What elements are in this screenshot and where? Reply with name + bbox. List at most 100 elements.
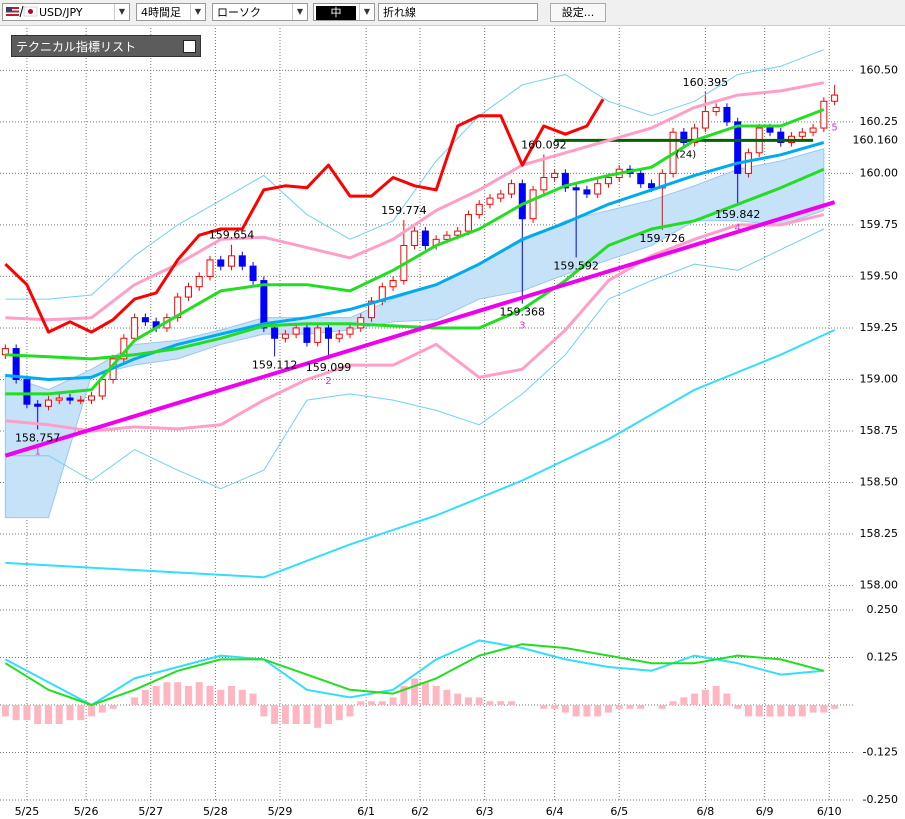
- high-label: 159.774: [381, 204, 427, 217]
- indicator-line: [5, 81, 825, 322]
- histogram-bar: [195, 682, 203, 705]
- histogram-bar: [540, 705, 548, 709]
- settings-button[interactable]: 設定...: [550, 3, 606, 22]
- wave-label: 3: [519, 321, 525, 332]
- candle-body: [335, 333, 343, 339]
- histogram-bar: [249, 693, 257, 705]
- histogram-bar: [432, 686, 440, 705]
- x-tick-label: 6/1: [357, 805, 375, 818]
- low-label: 158.757: [15, 432, 61, 445]
- histogram-bar: [77, 705, 85, 721]
- indicator-panel[interactable]: テクニカル指標リスト: [11, 35, 201, 57]
- timeframe-select[interactable]: 4時間足 ▼: [136, 3, 206, 21]
- symbol-select[interactable]: USD/JPY ▼: [2, 3, 130, 21]
- candle-body: [1, 348, 9, 356]
- line-type-field[interactable]: 折れ線: [378, 3, 538, 21]
- histogram-bar: [238, 689, 246, 705]
- x-tick-label: 6/9: [756, 805, 774, 818]
- histogram-bar: [271, 705, 279, 724]
- y-tick-label: 158.50: [860, 476, 899, 489]
- histogram-bar: [131, 697, 139, 705]
- histogram-bar: [98, 705, 106, 713]
- candle-body: [723, 106, 731, 123]
- line-type: 折れ線: [383, 6, 416, 19]
- histogram-bar: [184, 686, 192, 705]
- histogram-bar: [174, 682, 182, 705]
- histogram-bar: [680, 697, 688, 705]
- candle-body: [66, 397, 74, 401]
- indicator-line: [5, 329, 836, 579]
- histogram-bar: [378, 701, 386, 705]
- candle-body: [411, 230, 419, 247]
- candle-body: [475, 203, 483, 216]
- histogram-bar: [1, 705, 9, 717]
- indicator-line: [5, 49, 824, 300]
- histogram-bar: [109, 705, 117, 709]
- histogram-bar: [766, 705, 774, 717]
- chart-style: ローソク: [217, 6, 261, 19]
- y-tick-label: -0.125: [863, 746, 898, 759]
- candle-body: [691, 127, 699, 143]
- candle-body: [454, 230, 462, 236]
- y-tick-label: 159.00: [860, 372, 899, 385]
- candle-body: [508, 183, 516, 195]
- histogram-bar: [820, 705, 828, 713]
- y-tick-label: 159.25: [860, 321, 899, 334]
- y-tick-label: -0.250: [863, 793, 898, 806]
- histogram-bar: [443, 689, 451, 705]
- y-tick-label: 0.125: [867, 651, 899, 664]
- candle-body: [604, 177, 612, 185]
- histogram-bar: [798, 705, 806, 717]
- histogram-bar: [626, 705, 634, 709]
- y-tick-label: 160.25: [860, 115, 899, 128]
- flags: [6, 5, 38, 18]
- wave-label: 4: [735, 223, 741, 234]
- x-tick-label: 6/2: [411, 805, 429, 818]
- histogram-bar: [12, 705, 20, 721]
- line-price-label: 160.160: [853, 133, 899, 146]
- histogram-bar: [777, 705, 785, 717]
- histogram-bar: [335, 705, 343, 721]
- y-tick-label: 160.50: [860, 63, 899, 76]
- x-tick-label: 6/4: [546, 805, 564, 818]
- size-select[interactable]: 中 ▼: [313, 3, 375, 21]
- candle-body: [648, 183, 656, 189]
- candle-body: [271, 327, 279, 339]
- wave-label: 1: [35, 447, 41, 458]
- histogram-bar: [389, 697, 397, 705]
- indicator-line: [5, 141, 825, 381]
- histogram-bar: [303, 705, 311, 724]
- x-tick-label: 5/29: [268, 805, 293, 818]
- histogram-bar: [583, 705, 591, 717]
- candle-body: [368, 300, 376, 319]
- candle-body: [303, 327, 311, 343]
- candle-body: [701, 111, 709, 129]
- high-label: 159.654: [209, 229, 255, 242]
- histogram-bar: [831, 705, 839, 709]
- candle-body: [734, 121, 742, 174]
- histogram-bar: [551, 705, 559, 709]
- candle-body: [238, 255, 246, 267]
- histogram-bar: [400, 686, 408, 705]
- x-tick-label: 5/25: [15, 805, 40, 818]
- candle-body: [184, 286, 192, 298]
- histogram-bar: [357, 701, 365, 705]
- histogram-bar: [615, 705, 623, 709]
- style-select[interactable]: ローソク ▼: [212, 3, 308, 21]
- candle-body: [551, 172, 559, 179]
- candle-body: [281, 333, 289, 339]
- histogram-bar: [346, 705, 354, 717]
- indicator-panel-title: テクニカル指標リスト: [16, 40, 137, 54]
- panel-icon[interactable]: [183, 40, 196, 53]
- x-tick-label: 6/10: [817, 805, 842, 818]
- wave-label: 2: [325, 376, 331, 387]
- y-tick-label: 159.75: [860, 218, 899, 231]
- candle-body: [88, 395, 96, 401]
- candle-body: [572, 187, 580, 191]
- low-label: 159.368: [500, 306, 546, 319]
- histogram-bar: [637, 705, 645, 709]
- candle-body: [249, 265, 257, 282]
- candle-body: [594, 183, 602, 195]
- timeframe: 4時間足: [141, 6, 181, 19]
